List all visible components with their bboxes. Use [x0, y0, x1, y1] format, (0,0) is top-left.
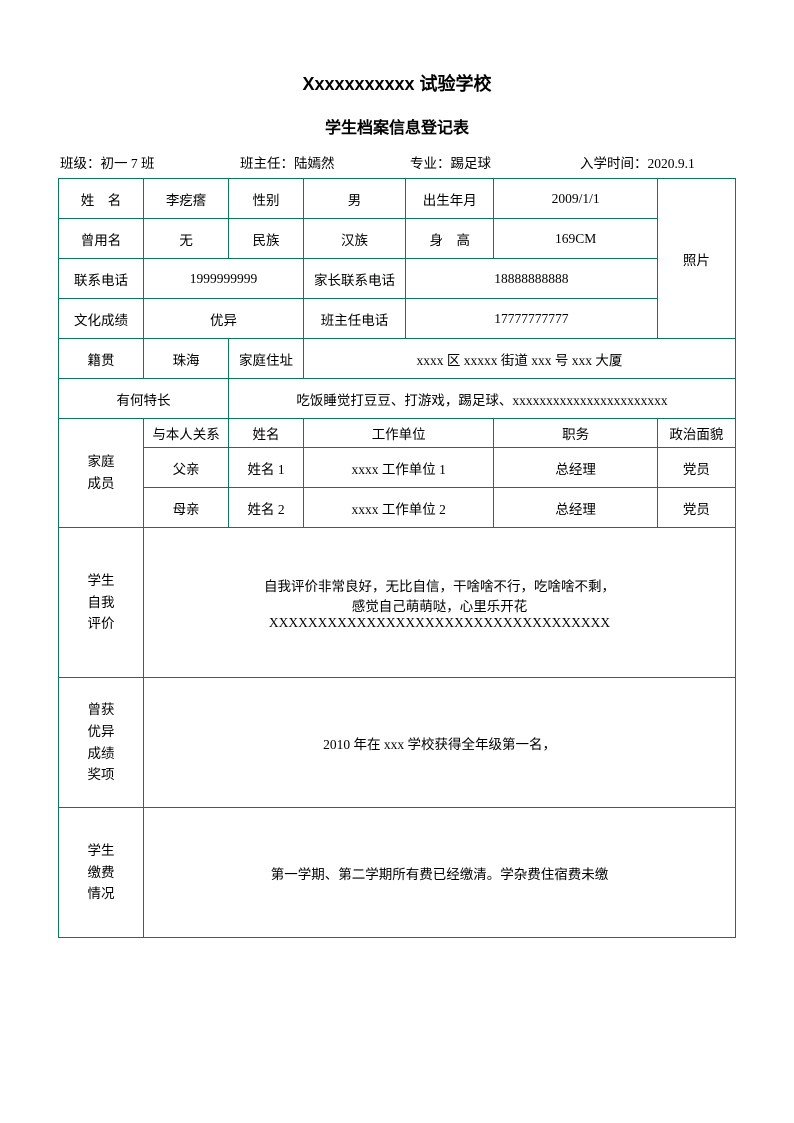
form-title: 学生档案信息登记表 — [58, 114, 736, 138]
label-position: 职务 — [494, 419, 657, 448]
family-position-1: 总经理 — [494, 488, 657, 528]
family-workplace-0: xxxx 工作单位 1 — [303, 448, 494, 488]
label-family: 家庭成员 — [59, 419, 144, 528]
teacher-label: 班主任： — [240, 156, 294, 171]
family-name-1: 姓名 2 — [229, 488, 304, 528]
value-former-name: 无 — [144, 219, 229, 259]
value-self-eval: 自我评价非常良好，无比自信，干啥啥不行，吃啥啥不剩，感觉自己萌萌哒，心里乐开花X… — [144, 528, 736, 678]
value-specialty: 吃饭睡觉打豆豆、打游戏，踢足球、xxxxxxxxxxxxxxxxxxxxxxx — [229, 379, 736, 419]
family-position-0: 总经理 — [494, 448, 657, 488]
value-origin: 珠海 — [144, 339, 229, 379]
major-label: 专业： — [410, 156, 451, 171]
class-label: 班级： — [60, 156, 101, 171]
label-address: 家庭住址 — [229, 339, 304, 379]
family-name-0: 姓名 1 — [229, 448, 304, 488]
label-payment: 学生缴费情况 — [59, 808, 144, 938]
enroll-label: 入学时间： — [580, 156, 648, 171]
value-gender: 男 — [303, 179, 405, 219]
family-political-0: 党员 — [657, 448, 735, 488]
label-gender: 性别 — [229, 179, 304, 219]
enroll-value: 2020.9.1 — [648, 156, 695, 171]
label-self-eval: 学生自我评价 — [59, 528, 144, 678]
family-relation-1: 母亲 — [144, 488, 229, 528]
value-birth: 2009/1/1 — [494, 179, 657, 219]
value-awards: 2010 年在 xxx 学校获得全年级第一名， — [144, 678, 736, 808]
header-line: 班级：初一 7 班 班主任：陆嫣然 专业：踢足球 入学时间：2020.9.1 — [58, 152, 736, 172]
family-relation-0: 父亲 — [144, 448, 229, 488]
value-name: 李疙瘩 — [144, 179, 229, 219]
class-value: 初一 7 班 — [101, 156, 155, 171]
student-form-table: 姓 名 李疙瘩 性别 男 出生年月 2009/1/1 照片 曾用名 无 民族 汉… — [58, 178, 736, 938]
value-height: 169CM — [494, 219, 657, 259]
label-relation: 与本人关系 — [144, 419, 229, 448]
label-fm-name: 姓名 — [229, 419, 304, 448]
label-ethnic: 民族 — [229, 219, 304, 259]
value-ethnic: 汉族 — [303, 219, 405, 259]
label-awards: 曾获优异成绩奖项 — [59, 678, 144, 808]
label-specialty: 有何特长 — [59, 379, 229, 419]
family-political-1: 党员 — [657, 488, 735, 528]
label-parent-phone: 家长联系电话 — [303, 259, 405, 299]
label-height: 身 高 — [406, 219, 494, 259]
value-teacher-phone: 17777777777 — [406, 299, 658, 339]
label-workplace: 工作单位 — [303, 419, 494, 448]
label-former-name: 曾用名 — [59, 219, 144, 259]
value-grade: 优异 — [144, 299, 304, 339]
label-phone: 联系电话 — [59, 259, 144, 299]
label-birth: 出生年月 — [406, 179, 494, 219]
label-grade: 文化成绩 — [59, 299, 144, 339]
major-value: 踢足球 — [451, 156, 492, 171]
label-teacher-phone: 班主任电话 — [303, 299, 405, 339]
label-political: 政治面貌 — [657, 419, 735, 448]
value-payment: 第一学期、第二学期所有费已经缴清。学杂费住宿费未缴 — [144, 808, 736, 938]
label-name: 姓 名 — [59, 179, 144, 219]
teacher-value: 陆嫣然 — [294, 156, 335, 171]
label-origin: 籍贯 — [59, 339, 144, 379]
photo-cell: 照片 — [657, 179, 735, 339]
school-title: Xxxxxxxxxxx 试验学校 — [58, 70, 736, 96]
value-parent-phone: 18888888888 — [406, 259, 658, 299]
value-address: xxxx 区 xxxxx 街道 xxx 号 xxx 大厦 — [303, 339, 735, 379]
family-workplace-1: xxxx 工作单位 2 — [303, 488, 494, 528]
value-phone: 1999999999 — [144, 259, 304, 299]
